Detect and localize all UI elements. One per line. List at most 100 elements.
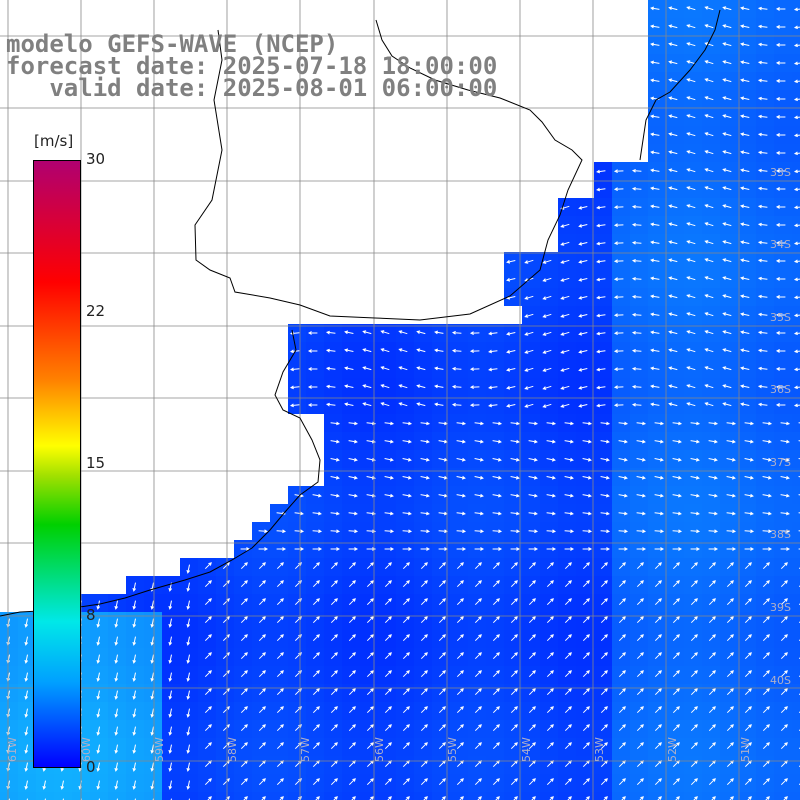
wind-arrow — [793, 97, 800, 102]
wind-arrow — [546, 724, 554, 732]
wind-arrow — [722, 294, 732, 299]
wind-arrow — [348, 439, 358, 444]
wind-arrow — [613, 313, 624, 318]
wind-cell — [0, 792, 18, 800]
wind-cell — [360, 792, 378, 800]
wind-arrow — [708, 457, 718, 462]
wind-arrow — [668, 24, 678, 29]
wind-arrow — [775, 43, 786, 47]
wind-arrow — [740, 96, 750, 101]
wind-arrow — [740, 78, 750, 83]
wind-arrow — [96, 780, 101, 790]
wind-arrow — [366, 511, 376, 516]
wind-arrow — [686, 384, 696, 389]
wind-arrow — [596, 205, 606, 210]
wind-arrow — [636, 688, 644, 696]
wind-arrow — [474, 688, 482, 696]
wind-arrow — [546, 634, 554, 642]
wind-arrow — [636, 457, 646, 462]
wind-arrow — [366, 706, 374, 714]
wind-arrow — [312, 511, 322, 516]
wind-arrow — [114, 744, 119, 754]
wind-arrow — [613, 277, 624, 282]
wind-arrow — [722, 78, 732, 83]
wind-arrow — [564, 634, 572, 642]
wind-arrow — [384, 670, 392, 678]
wind-arrow — [312, 547, 323, 551]
wind-arrow — [114, 618, 119, 628]
wind-arrow — [762, 706, 770, 714]
wind-arrow — [204, 652, 212, 660]
lat-label: 37S — [770, 456, 791, 469]
wind-arrow — [524, 349, 534, 354]
wind-arrow — [636, 778, 644, 786]
wind-arrow — [740, 42, 750, 47]
wind-arrow — [578, 404, 588, 408]
wind-arrow — [258, 562, 266, 570]
wind-arrow — [780, 634, 788, 642]
wind-arrow — [762, 475, 772, 480]
wind-arrow — [456, 529, 467, 534]
wind-arrow — [744, 706, 752, 714]
wind-arrow — [690, 670, 698, 678]
wind-arrow — [636, 652, 644, 660]
wind-arrow — [613, 331, 624, 336]
wind-arrow — [240, 706, 248, 714]
wind-arrow — [330, 421, 341, 426]
wind-arrow — [686, 60, 696, 65]
wind-arrow — [726, 598, 734, 606]
wind-arrow — [546, 688, 554, 696]
wind-cell — [792, 774, 800, 792]
wind-arrow — [631, 168, 642, 173]
wind-arrow — [506, 349, 516, 354]
wind-arrow — [366, 457, 376, 462]
wind-cell — [378, 792, 396, 800]
wind-arrow — [668, 168, 678, 173]
wind-arrow — [636, 547, 647, 551]
wind-arrow — [348, 457, 358, 462]
wind-arrow — [672, 634, 680, 642]
wind-arrow — [636, 421, 647, 426]
wind-cell — [702, 792, 720, 800]
wind-arrow — [654, 562, 662, 570]
wind-cell — [792, 648, 800, 666]
wind-cell — [540, 792, 558, 800]
wind-arrow — [384, 562, 392, 570]
wind-cell — [180, 792, 198, 800]
wind-arrow — [132, 618, 137, 628]
wind-arrow — [330, 547, 341, 551]
wind-arrow — [150, 762, 155, 772]
wind-cell — [162, 792, 180, 800]
wind-arrow — [240, 652, 248, 660]
wind-arrow — [542, 313, 552, 318]
wind-arrow — [240, 547, 251, 551]
wind-arrow — [613, 241, 624, 246]
wind-arrow — [186, 744, 191, 754]
colorbar-tick: 15 — [86, 454, 106, 472]
wind-cell — [414, 792, 432, 800]
wind-arrow — [330, 475, 340, 480]
wind-cell — [234, 792, 252, 800]
wind-arrow — [492, 688, 500, 696]
wind-arrow — [726, 742, 734, 750]
wind-arrow — [132, 672, 137, 682]
wind-arrow — [757, 186, 768, 191]
wind-arrow — [366, 670, 374, 678]
wind-arrow — [168, 726, 173, 736]
wind-arrow — [312, 724, 320, 732]
wind-arrow — [456, 511, 466, 516]
wind-arrow — [258, 652, 266, 660]
wind-arrow — [186, 726, 191, 736]
wind-arrow — [546, 742, 554, 750]
wind-arrow — [668, 6, 678, 11]
wind-arrow — [348, 634, 356, 642]
wind-arrow — [24, 690, 29, 700]
wind-arrow — [276, 616, 284, 624]
wind-arrow — [578, 224, 588, 228]
wind-arrow — [650, 150, 660, 155]
wind-arrow — [613, 295, 624, 300]
wind-arrow — [380, 402, 390, 407]
wind-arrow — [722, 186, 732, 191]
wind-arrow — [366, 493, 376, 498]
wind-arrow — [524, 367, 534, 372]
